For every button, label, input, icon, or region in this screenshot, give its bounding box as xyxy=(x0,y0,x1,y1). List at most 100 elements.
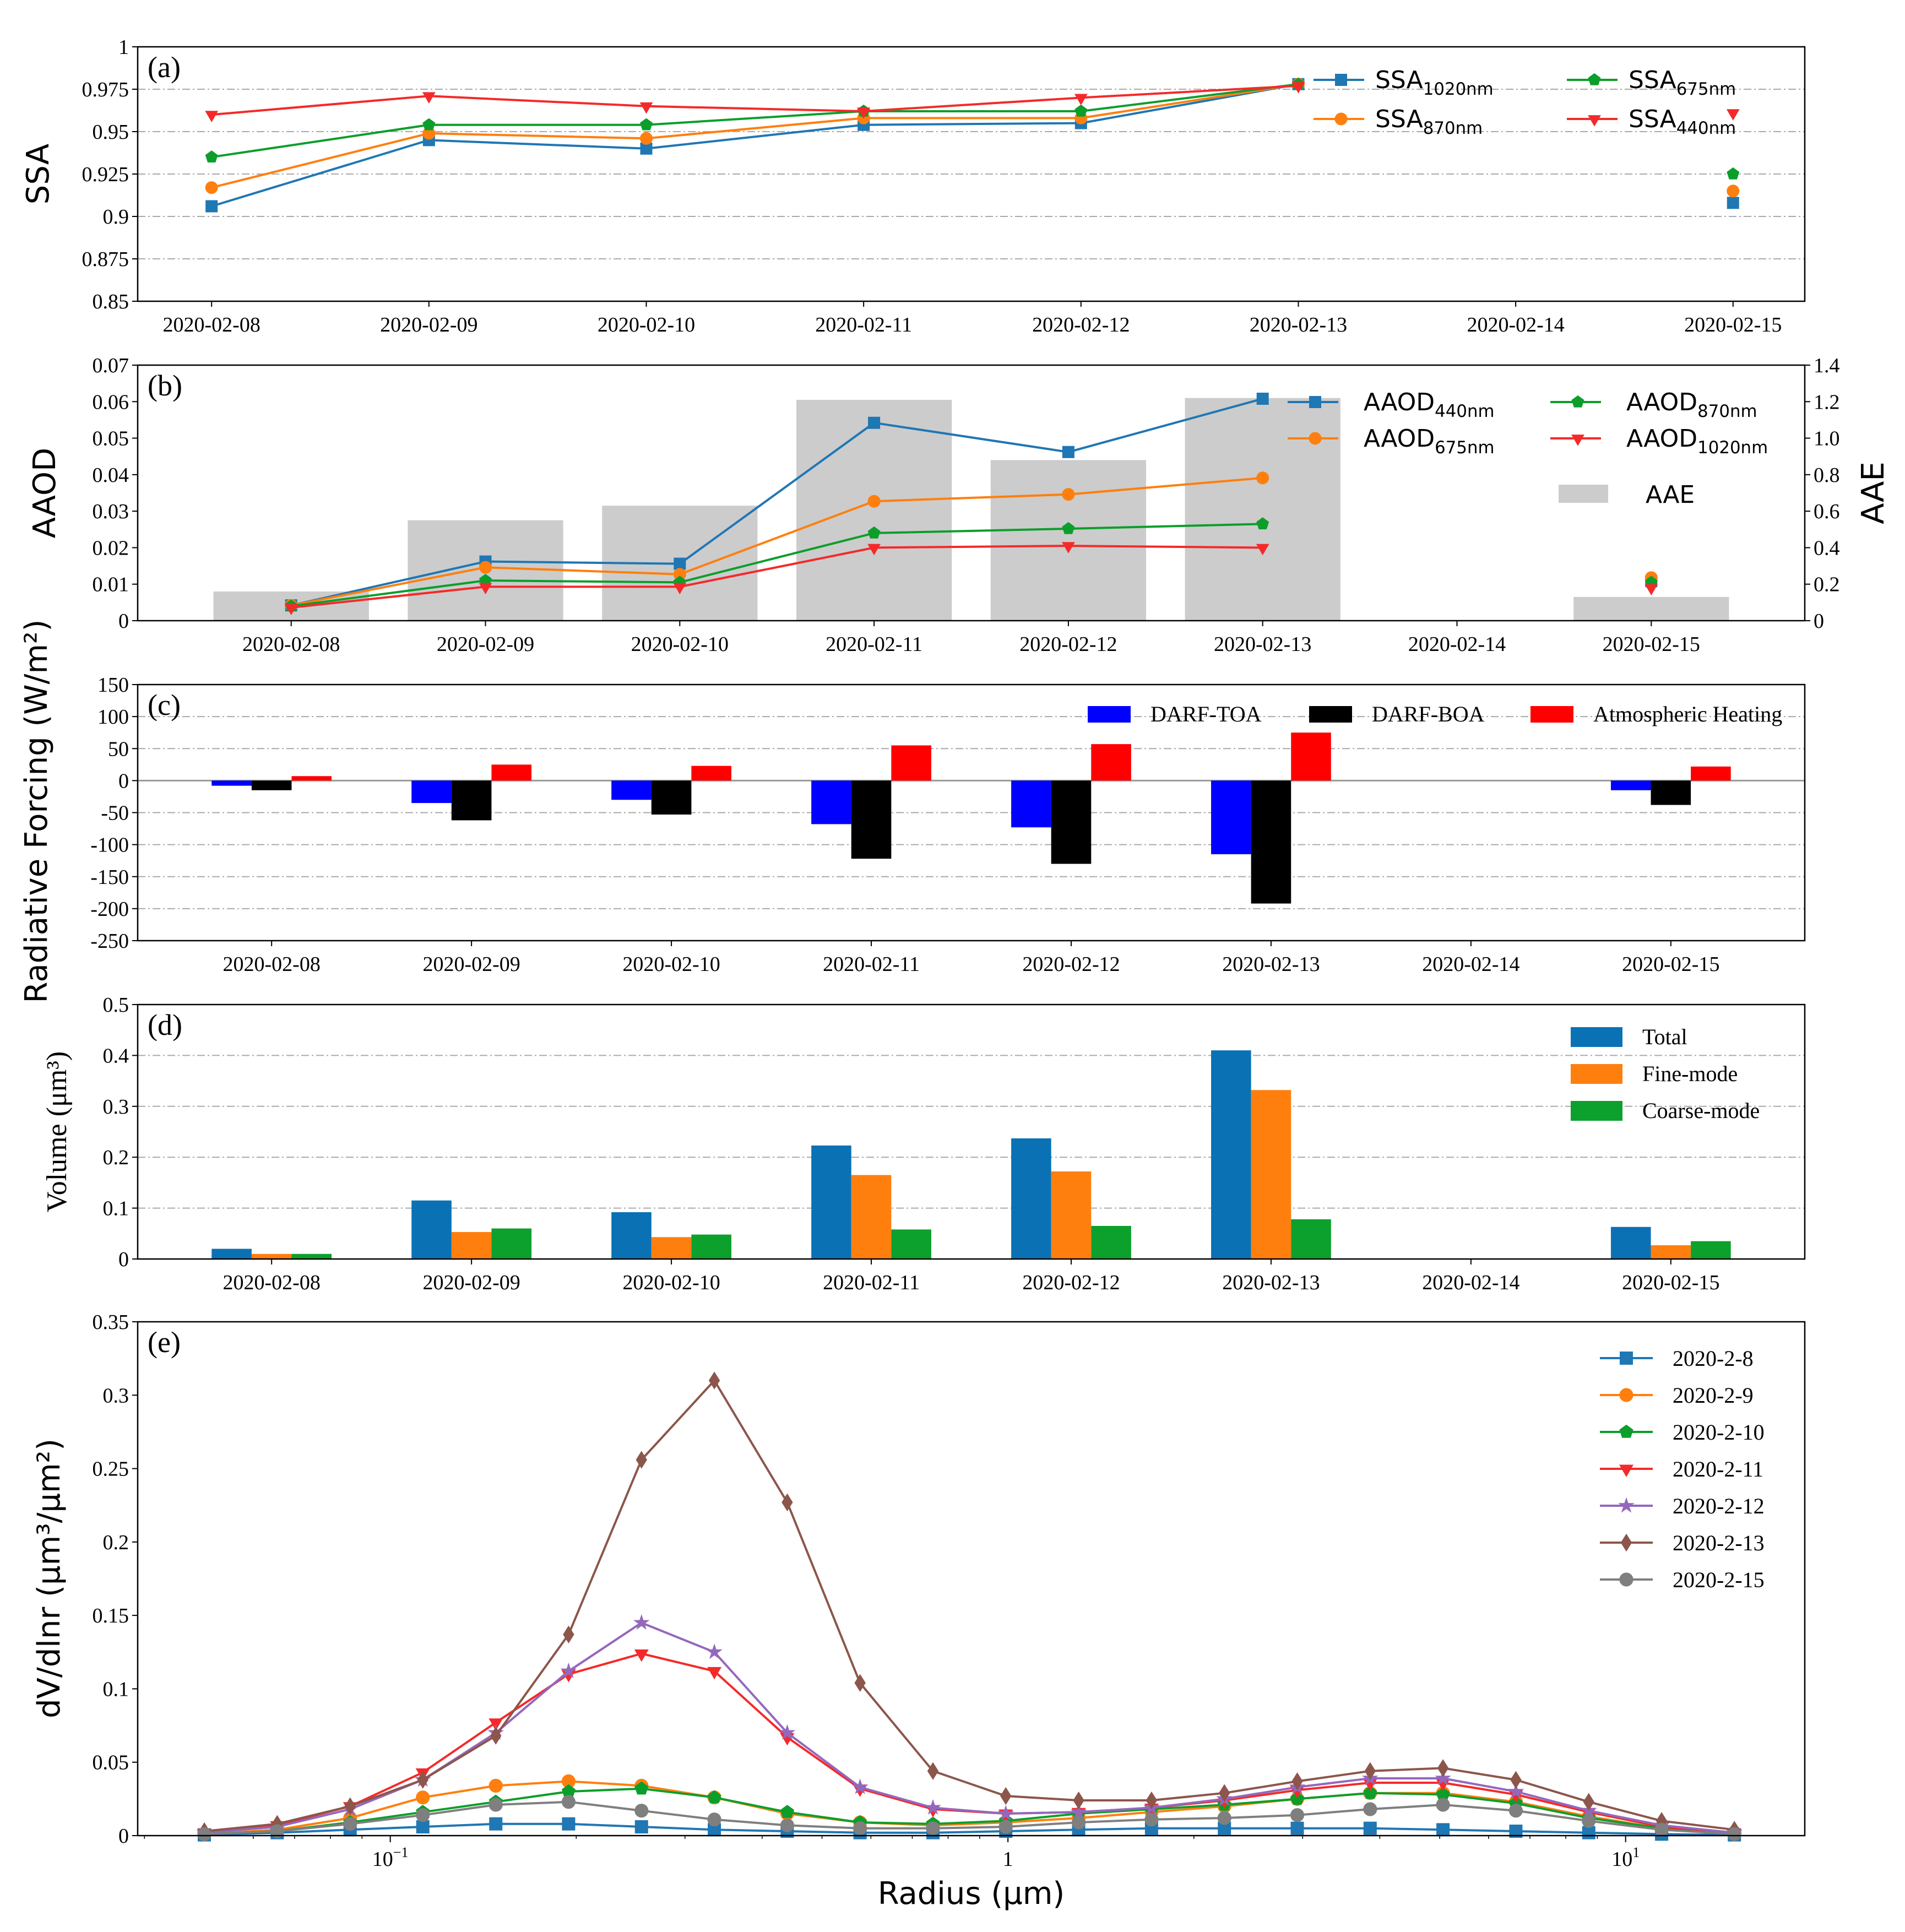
ssa-1020nm-marker xyxy=(205,200,218,213)
legend-label-subscript: 1020nm xyxy=(1423,79,1494,99)
x-tick-label: 2020-02-08 xyxy=(242,633,340,656)
legend: DARF-TOA DARF-BOA Atmospheric Heating xyxy=(1088,702,1782,726)
y-tick-label: 0.875 xyxy=(82,248,129,271)
x-tick-exponent: −1 xyxy=(393,1844,409,1860)
legend-label-main: AAOD xyxy=(1626,388,1697,416)
y-tick-label: 0 xyxy=(118,1248,129,1271)
legend-marker xyxy=(1620,1352,1633,1365)
legend-item: DARF-BOA xyxy=(1309,702,1485,726)
legend-label-subscript: 870nm xyxy=(1423,118,1483,138)
ssa-870nm-marker xyxy=(1727,184,1740,198)
coarse-mode-bar xyxy=(691,1234,731,1259)
ssa-675nm-line xyxy=(211,83,1299,159)
series-2020-2-13-marker xyxy=(927,1762,939,1780)
x-tick-label: 2020-02-08 xyxy=(223,953,321,976)
y-tick-label: 0.5 xyxy=(103,994,129,1017)
total-bar xyxy=(1011,1138,1051,1259)
x-tick-label: 2020-02-12 xyxy=(1022,1271,1120,1294)
x-tick-label: 2020-02-13 xyxy=(1222,953,1320,976)
y-tick-label: 150 xyxy=(97,674,129,697)
series-2020-2-8-marker xyxy=(1582,1826,1595,1839)
aaod-870nm-marker xyxy=(479,574,492,586)
x-tick-label: 2020-02-11 xyxy=(826,633,922,656)
x-tick-label: 2020-02-12 xyxy=(1032,313,1130,337)
ssa-1020nm-line xyxy=(211,83,1299,208)
series-2020-2-10-marker xyxy=(1436,1787,1450,1800)
y-tick-label: 0.1 xyxy=(103,1678,129,1701)
total-bar xyxy=(1211,1050,1251,1259)
y-axis-label: Radiative Forcing (W/m²) xyxy=(19,620,55,1003)
legend-item: 2020-2-8 xyxy=(1600,1346,1754,1371)
ssa-440nm-marker xyxy=(1726,109,1740,121)
ssa-440nm-line xyxy=(211,84,1299,116)
fine-mode-bar xyxy=(1651,1245,1691,1259)
series-2020-2-13-marker xyxy=(1291,1772,1303,1790)
series-2020-2-10-marker xyxy=(780,1805,794,1818)
legend-label: AAOD870nm xyxy=(1626,388,1757,421)
legend-patch xyxy=(1571,1064,1622,1084)
y-tick-label: 0.9 xyxy=(103,205,129,229)
atmospheric-heating-bar xyxy=(891,745,931,781)
panel-a-ssa: 0.85 0.875 0.9 0.925 0.95 0.975 1 2020-02-08 202… xyxy=(20,36,1806,337)
series-2020-2-9-marker xyxy=(416,1790,430,1805)
aaod-675nm-marker xyxy=(1256,471,1269,485)
series-2020-2-13-marker xyxy=(708,1371,720,1390)
y-tick-label: 0.2 xyxy=(103,1146,129,1169)
y-tick-label: 50 xyxy=(108,737,129,761)
legend-marker xyxy=(1309,432,1322,445)
coarse-mode-bar xyxy=(491,1228,532,1259)
series-2020-2-15-marker xyxy=(1217,1811,1231,1825)
darf-toa-bar xyxy=(1011,780,1051,828)
aaod-1020nm-marker xyxy=(673,583,687,595)
x-tick-label: 2020-02-11 xyxy=(815,313,912,337)
aaod-675nm-marker xyxy=(867,495,881,508)
y-axis-label: AAOD xyxy=(27,448,63,538)
series-2020-2-15-marker xyxy=(1363,1802,1377,1816)
legend-patch xyxy=(1559,485,1608,503)
x-tick-exponent: 1 xyxy=(1632,1844,1640,1860)
darf-boa-bar xyxy=(451,780,492,821)
series-2020-2-15-marker xyxy=(634,1804,649,1818)
series-2020-2-15-marker xyxy=(416,1808,430,1822)
legend-label: 2020-2-11 xyxy=(1673,1457,1763,1481)
aaod-1020nm-marker xyxy=(1062,542,1075,553)
legend-item: AAOD675nm xyxy=(1288,425,1494,458)
series-2020-2-11-marker xyxy=(634,1649,649,1662)
atmospheric-heating-bar xyxy=(491,764,532,781)
series-2020-2-15-marker xyxy=(1508,1804,1523,1818)
legend-label: SSA1020nm xyxy=(1375,66,1494,99)
series-2020-2-10-marker xyxy=(561,1784,576,1798)
series-2020-2-12-marker xyxy=(1435,1770,1451,1786)
darf-boa-bar xyxy=(1051,780,1092,864)
legend-marker xyxy=(1619,1464,1633,1477)
series-2020-2-15-marker xyxy=(1582,1814,1596,1828)
x-tick-label: 2020-02-12 xyxy=(1019,633,1117,656)
series-2020-2-15-marker xyxy=(1071,1815,1086,1830)
aaod-1020nm-marker xyxy=(1256,544,1269,556)
ssa-675nm-marker xyxy=(205,150,218,162)
series-2020-2-15-marker xyxy=(1727,1827,1741,1841)
axes-frame xyxy=(137,1321,1806,1837)
aaod-440nm-marker xyxy=(1256,392,1269,405)
x-tick-label: 2020-02-15 xyxy=(1622,1271,1719,1294)
legend-label-subscript: 440nm xyxy=(1676,118,1736,138)
legend-marker xyxy=(1588,115,1601,127)
coarse-mode-bar xyxy=(891,1229,931,1259)
y-tick-label: -100 xyxy=(90,834,129,857)
aaod-675nm-marker xyxy=(1062,488,1075,501)
legend-marker xyxy=(1619,1424,1633,1438)
aaod-440nm-marker xyxy=(1062,446,1074,458)
series-2020-2-12-marker xyxy=(779,1724,796,1740)
coarse-mode-bar xyxy=(1091,1225,1131,1259)
ssa-440nm-marker xyxy=(422,92,436,104)
series-2020-2-13-marker xyxy=(1073,1791,1084,1810)
legend-label-subscript: 440nm xyxy=(1435,401,1494,421)
legend-label-subscript: 675nm xyxy=(1435,438,1494,458)
legend-marker xyxy=(1619,1572,1633,1587)
y-tick-label: 100 xyxy=(97,705,129,729)
legend-item: AAOD870nm xyxy=(1550,388,1757,421)
atmospheric-heating-bar xyxy=(1691,766,1731,781)
